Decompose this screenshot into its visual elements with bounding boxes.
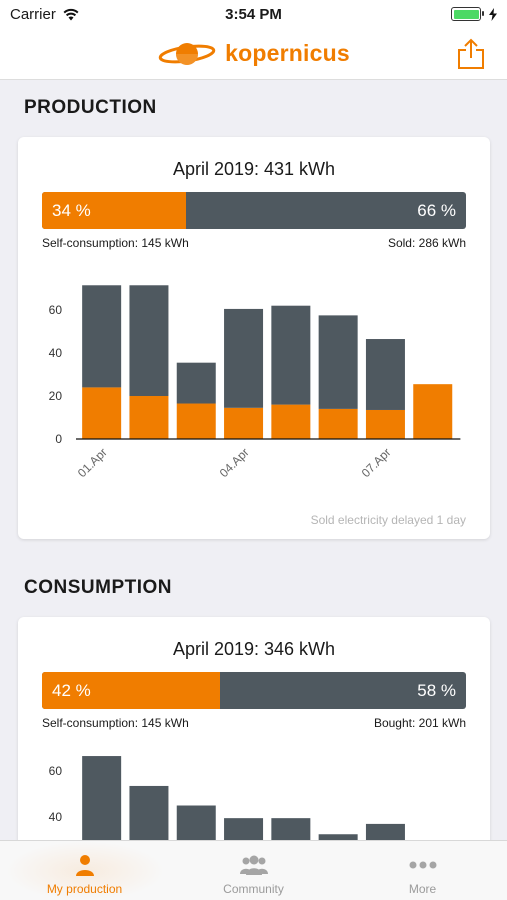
production-x-tick-label: 01.Apr bbox=[75, 445, 110, 480]
production-bar-04.Apr-series-1 bbox=[224, 308, 264, 408]
production-bar-05.Apr-series-1 bbox=[271, 305, 311, 405]
production-bar-05.Apr-series-0 bbox=[271, 404, 311, 439]
status-bar: Carrier 3:54 PM bbox=[0, 0, 507, 28]
production-bar-08.Apr-series-0 bbox=[413, 384, 453, 439]
more-dots-icon bbox=[409, 861, 436, 869]
consumption-bought-label: Bought: 201 kWh bbox=[373, 716, 466, 730]
tab-more[interactable]: More bbox=[338, 841, 507, 900]
charging-icon bbox=[489, 7, 497, 21]
production-self-consumption-label: Self-consumption: 145 kWh bbox=[42, 236, 189, 250]
tab-bar: My production Community More bbox=[0, 840, 507, 900]
status-right bbox=[451, 7, 497, 21]
production-bar-07.Apr-series-1 bbox=[365, 339, 405, 410]
production-x-tick-label: 04.Apr bbox=[217, 445, 252, 480]
brand: kopernicus bbox=[157, 39, 350, 69]
production-bar-03.Apr-series-1 bbox=[176, 362, 216, 404]
production-bar-chart: 0 20 40 60 01.Apr 04.Apr 07.Apr bbox=[49, 285, 461, 480]
production-card: April 2019: 431 kWh 34 % 66 % Self-consu… bbox=[18, 137, 490, 539]
tab-label-more: More bbox=[408, 882, 437, 896]
production-y-tick-label: 0 bbox=[55, 432, 62, 446]
nav-bar: kopernicus bbox=[0, 28, 507, 80]
tab-my-production[interactable]: My production bbox=[0, 841, 169, 900]
consumption-card: April 2019: 346 kWh 42 % 58 % Self-consu… bbox=[18, 617, 490, 877]
planet-logo-icon bbox=[158, 42, 216, 65]
production-bar-02.Apr-series-1 bbox=[129, 285, 169, 396]
person-icon bbox=[75, 855, 94, 876]
production-section-title: PRODUCTION bbox=[24, 97, 157, 118]
production-y-tick-label: 60 bbox=[49, 303, 63, 317]
production-sold-label: Sold: 286 kWh bbox=[387, 236, 466, 250]
production-bar-01.Apr-series-0 bbox=[82, 387, 122, 439]
consumption-self-consumption-fill bbox=[42, 672, 221, 709]
production-bar-04.Apr-series-0 bbox=[224, 407, 264, 439]
consumption-self-consumption-label: Self-consumption: 145 kWh bbox=[42, 716, 189, 730]
production-x-tick-label: 07.Apr bbox=[359, 445, 394, 480]
consumption-y-tick-label: 40 bbox=[49, 810, 63, 824]
production-self-consumption-fill bbox=[42, 192, 187, 229]
group-icon bbox=[239, 855, 268, 875]
production-card-title: April 2019: 431 kWh bbox=[172, 159, 336, 179]
consumption-bar-chart: 40 60 bbox=[49, 756, 405, 877]
production-bar-06.Apr-series-1 bbox=[318, 315, 358, 409]
carrier-label: Carrier bbox=[10, 5, 56, 23]
consumption-self-pct: 42 % bbox=[52, 681, 91, 700]
consumption-card-title: April 2019: 346 kWh bbox=[172, 639, 336, 659]
consumption-split-bar: 42 % 58 % bbox=[42, 672, 466, 709]
production-bar-01.Apr-series-1 bbox=[82, 285, 122, 388]
production-sold-pct: 66 % bbox=[417, 201, 456, 220]
tab-label-community: Community bbox=[223, 882, 284, 896]
battery-icon bbox=[451, 7, 484, 21]
tab-community[interactable]: Community bbox=[169, 841, 338, 900]
consumption-y-tick-label: 60 bbox=[49, 764, 63, 778]
production-self-pct: 34 % bbox=[52, 201, 91, 220]
tab-label-my-production: My production bbox=[46, 882, 123, 896]
share-icon[interactable] bbox=[457, 38, 485, 70]
status-left: Carrier bbox=[10, 6, 80, 23]
wifi-icon bbox=[63, 8, 79, 20]
production-footnote: Sold electricity delayed 1 day bbox=[310, 513, 466, 527]
production-split-bar: 34 % 66 % bbox=[42, 192, 466, 229]
brand-name: kopernicus bbox=[225, 40, 350, 66]
production-y-tick-label: 40 bbox=[49, 346, 63, 360]
consumption-bought-pct: 58 % bbox=[417, 681, 456, 700]
consumption-section-title: CONSUMPTION bbox=[24, 577, 172, 598]
production-y-tick-label: 20 bbox=[49, 389, 63, 403]
production-bar-03.Apr-series-0 bbox=[176, 403, 216, 439]
production-bar-02.Apr-series-0 bbox=[129, 396, 169, 439]
production-bar-07.Apr-series-0 bbox=[365, 409, 405, 439]
production-bar-06.Apr-series-0 bbox=[318, 408, 358, 439]
